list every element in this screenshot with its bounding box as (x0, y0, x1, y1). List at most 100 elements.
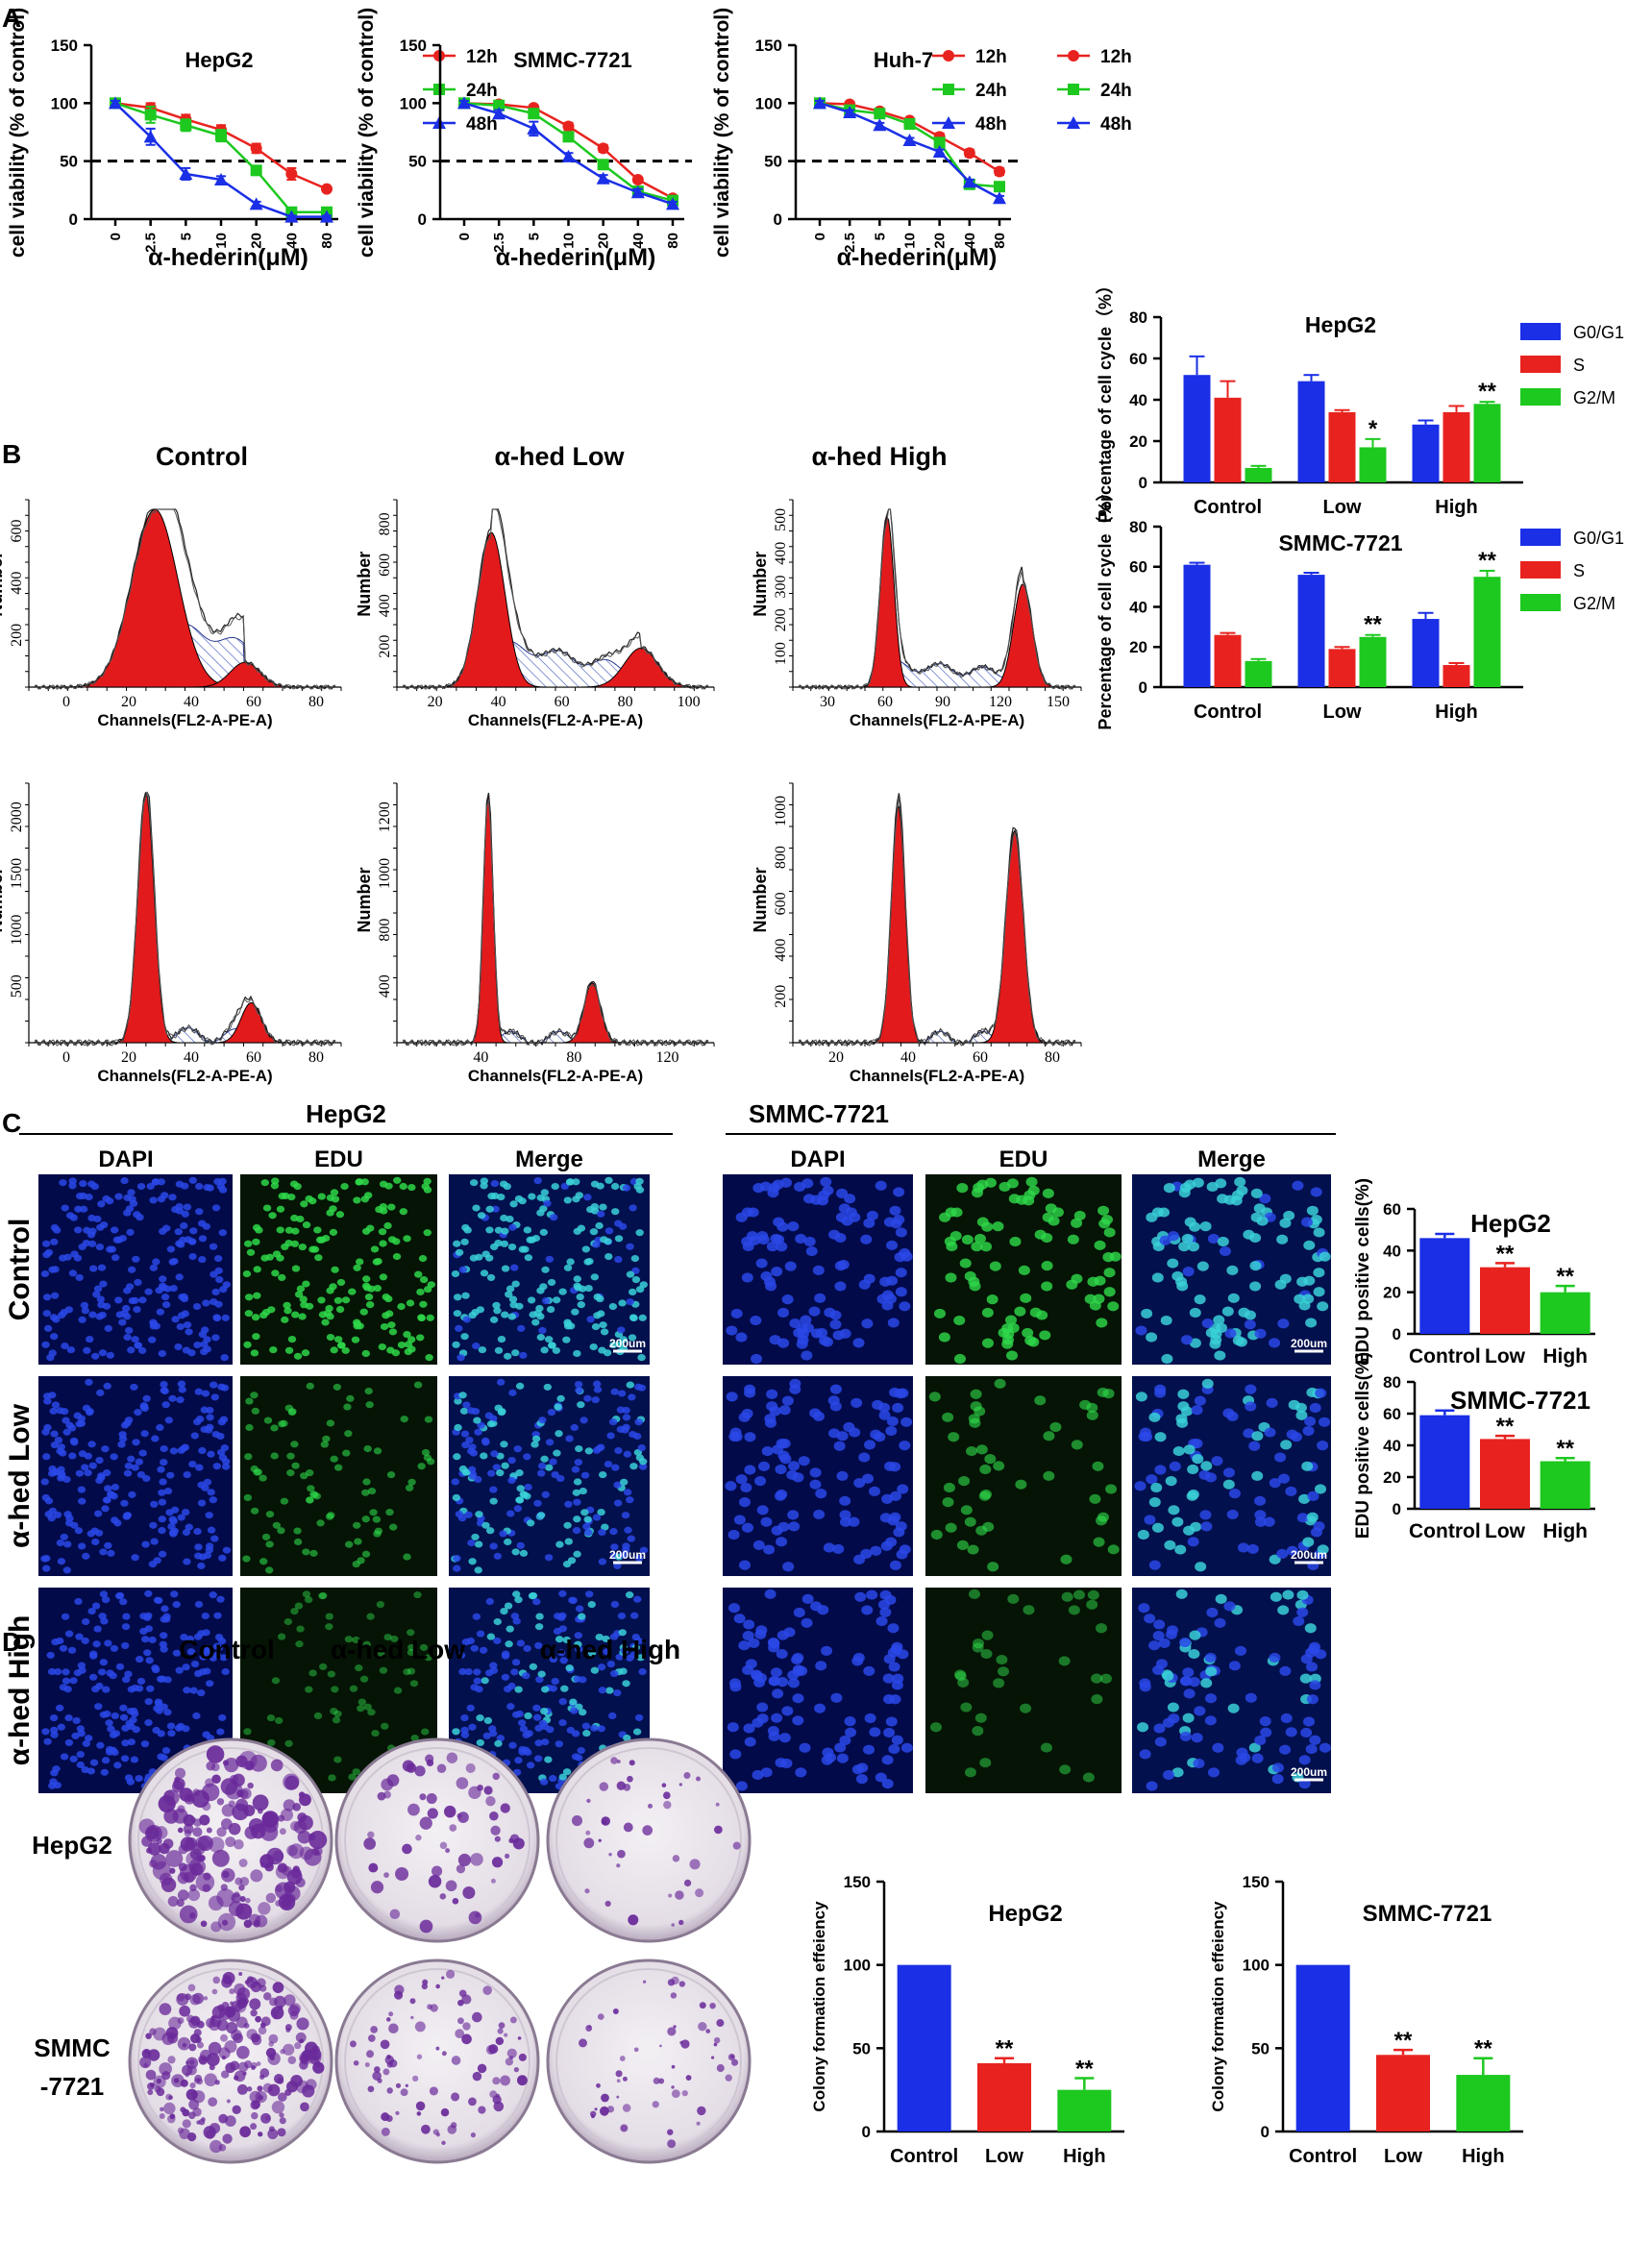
nucleus (122, 1676, 131, 1684)
edu-nucleus (956, 1182, 969, 1194)
merged-nucleus (1295, 1410, 1308, 1420)
merged-nucleus (589, 1228, 599, 1236)
colony (159, 2112, 165, 2119)
merged-nucleus (582, 1730, 591, 1737)
chart-title: SMMC-7721 (1363, 1901, 1492, 1927)
nucleus (159, 1275, 167, 1283)
edu-nucleus (364, 1294, 374, 1301)
merged-nucleus (540, 1738, 550, 1746)
nucleus (813, 1509, 826, 1520)
nucleus (40, 1478, 49, 1486)
merged-nucleus (1222, 1408, 1235, 1418)
merged-nucleus (1306, 1662, 1319, 1672)
merged-nucleus (536, 1333, 546, 1342)
colony (353, 2059, 359, 2066)
colony (435, 1984, 440, 1989)
nucleus (786, 1469, 799, 1480)
nucleus (145, 1657, 154, 1664)
colony (311, 1848, 320, 1856)
nucleus (866, 1589, 878, 1600)
merged-nucleus (573, 1498, 581, 1506)
nucleus (735, 1212, 748, 1222)
edu-nucleus (959, 1258, 972, 1269)
merged-nucleus (1135, 1325, 1147, 1336)
nucleus (216, 1595, 225, 1603)
x-category-label: High (1435, 497, 1477, 518)
colony (146, 1847, 153, 1854)
colony (518, 2053, 527, 2061)
edu-nucleus (373, 1447, 382, 1455)
edu-nucleus (265, 1511, 275, 1518)
merged-nucleus (1191, 1439, 1203, 1449)
nucleus (844, 1716, 856, 1727)
colony (412, 2075, 419, 2082)
edu-nucleus (960, 1702, 973, 1713)
merged-nucleus (622, 1680, 630, 1688)
nucleus (900, 1417, 913, 1427)
scale-bar-label: 200um (1291, 1548, 1327, 1562)
data-point (963, 147, 975, 160)
edu-nucleus (423, 1229, 431, 1237)
merged-nucleus (469, 1179, 479, 1187)
x-tick-label: 60 (877, 694, 893, 710)
nucleus (64, 1630, 74, 1638)
nucleus (168, 1194, 177, 1201)
nucleus (126, 1228, 135, 1236)
edu-nucleus (953, 1315, 966, 1326)
merged-nucleus (1193, 1758, 1205, 1769)
merged-nucleus (537, 1469, 546, 1477)
merged-nucleus (503, 1182, 511, 1191)
nucleus (148, 1636, 157, 1644)
merged-nucleus (532, 1598, 541, 1606)
colony (172, 1808, 188, 1824)
merged-nucleus (584, 1447, 594, 1455)
nucleus (821, 1645, 833, 1656)
merged-nucleus (1200, 1678, 1213, 1688)
colony (299, 1793, 311, 1807)
colony (661, 1783, 667, 1787)
nucleus (215, 1275, 224, 1284)
nucleus (123, 1512, 133, 1519)
nucleus (193, 1417, 202, 1426)
merged-nucleus (1222, 1467, 1235, 1478)
merged-nucleus (1315, 1388, 1327, 1398)
edu-nucleus (994, 1378, 1006, 1389)
merged-nucleus (566, 1258, 575, 1266)
micro-image (723, 1376, 913, 1576)
merged-nucleus (492, 1464, 501, 1471)
nucleus (767, 1187, 779, 1198)
edu-nucleus (367, 1488, 377, 1495)
nucleus (219, 1286, 228, 1294)
nucleus (121, 1641, 130, 1650)
merged-nucleus (1226, 1509, 1239, 1520)
nucleus (142, 1394, 151, 1402)
merged-nucleus (1194, 1395, 1206, 1406)
merged-nucleus (482, 1732, 491, 1739)
nucleus (131, 1554, 139, 1562)
merged-nucleus (490, 1192, 500, 1200)
nucleus (801, 1350, 813, 1361)
merged-nucleus (549, 1458, 557, 1466)
merged-nucleus (630, 1254, 640, 1263)
colony (716, 2064, 725, 2073)
data-point (873, 118, 887, 132)
edu-nucleus (974, 1713, 987, 1723)
colony (389, 1909, 401, 1919)
merged-nucleus (487, 1469, 496, 1477)
merged-nucleus (1169, 1461, 1181, 1471)
merged-nucleus (514, 1195, 524, 1203)
edu-nucleus (344, 1430, 353, 1438)
nucleus (875, 1615, 888, 1627)
merged-nucleus (544, 1756, 553, 1763)
nucleus (195, 1208, 204, 1216)
nucleus (142, 1474, 151, 1483)
colony (167, 2056, 176, 2064)
merged-nucleus (510, 1613, 520, 1620)
nucleus (59, 1684, 68, 1691)
colony (203, 1996, 209, 2001)
nucleus (182, 1663, 190, 1671)
edu-nucleus (342, 1449, 351, 1457)
colony (699, 2002, 706, 2009)
